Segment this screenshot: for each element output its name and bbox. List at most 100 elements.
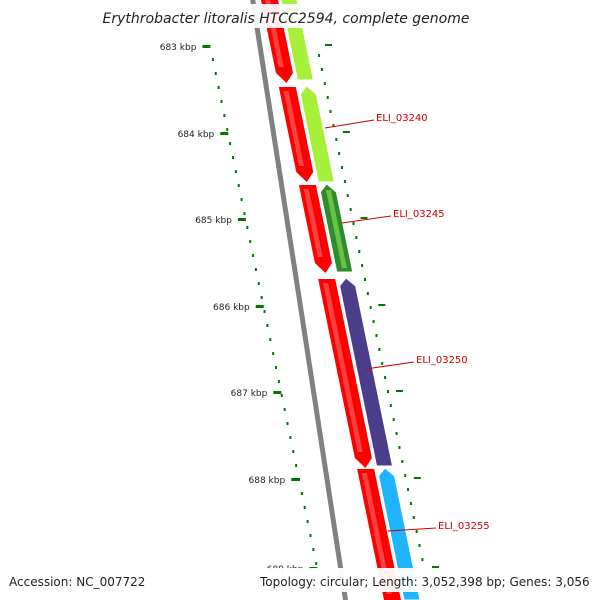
gc-dot: [343, 180, 346, 183]
gc-dot: [237, 184, 240, 187]
kbp-tick: [255, 305, 264, 308]
gc-dot: [375, 334, 378, 337]
map-title: Erythrobacter litoralis HTCC2594, comple…: [103, 11, 470, 27]
kbp-tick-minor: [432, 566, 440, 568]
gc-dot: [249, 240, 252, 243]
gc-dot: [260, 296, 263, 299]
gc-dot: [240, 198, 243, 201]
gc-dot: [341, 166, 344, 169]
gc-dot: [229, 142, 232, 145]
gc-dot: [263, 310, 266, 313]
gc-dot: [355, 236, 358, 239]
gc-dot: [234, 170, 237, 173]
gc-dot: [401, 460, 404, 463]
gc-dot: [378, 348, 381, 351]
gc-dot: [295, 464, 298, 467]
gc-dot: [286, 422, 289, 425]
gc-dot: [404, 474, 407, 477]
gene-leader-line: [341, 215, 392, 224]
cds-highlight: [283, 91, 305, 166]
gene-leader-line: [324, 119, 375, 129]
gc-dot: [335, 138, 338, 141]
kbp-tick-minor: [395, 390, 403, 392]
gc-dot: [223, 114, 226, 117]
gc-dot: [315, 562, 318, 565]
gc-dot: [312, 548, 315, 551]
gc-dot: [277, 380, 280, 383]
kbp-tick-minor: [325, 44, 333, 46]
gc-dot: [257, 282, 260, 285]
kbp-tick: [273, 391, 282, 394]
gc-dot: [349, 208, 352, 211]
kbp-tick-minor: [360, 217, 368, 219]
gc-dot: [246, 226, 249, 229]
gc-dot: [292, 450, 295, 453]
gene-leader-line: [387, 527, 437, 532]
gc-dot: [361, 264, 364, 267]
gc-dot: [358, 250, 361, 253]
gc-dot: [412, 516, 415, 519]
gc-dot: [300, 492, 303, 495]
kbp-tick-label: 685 kbp: [195, 216, 232, 226]
accession-label: Accession: NC_007722: [9, 575, 145, 589]
gc-dot: [352, 222, 355, 225]
gc-dot: [211, 58, 214, 61]
gc-dot: [309, 534, 312, 537]
gene-label: ELI_03250: [416, 355, 468, 366]
gc-dot: [254, 268, 257, 271]
gc-dot: [332, 124, 335, 127]
gc-dot: [283, 408, 286, 411]
backbone-line: [250, 0, 349, 600]
gc-dot: [372, 320, 375, 323]
kbp-tick-label: 686 kbp: [213, 303, 250, 313]
gc-dot: [226, 128, 229, 131]
gc-dot: [418, 544, 421, 547]
label-layer: ELI_03240 ELI_03245 ELI_03250 ELI_03255: [324, 113, 490, 532]
gc-dot: [389, 404, 392, 407]
gc-dot: [386, 390, 389, 393]
kbp-tick-label: 687 kbp: [231, 389, 268, 399]
gene-label: ELI_03240: [376, 113, 428, 124]
cds-highlight: [325, 190, 347, 268]
gc-dot: [369, 306, 372, 309]
cds-highlight: [303, 189, 323, 257]
cds-forward-arrow: [378, 467, 421, 600]
kbp-tick: [220, 132, 229, 135]
gc-dot: [381, 362, 384, 365]
gc-dot: [421, 558, 424, 561]
title-background: [110, 4, 490, 28]
kbp-tick-label: 684 kbp: [178, 130, 215, 140]
footer-background: [0, 568, 600, 592]
cds-highlight: [361, 473, 392, 594]
kbp-tick-minor: [378, 304, 386, 306]
gc-dot: [269, 338, 272, 341]
gc-dot: [320, 68, 323, 71]
gc-dot: [363, 278, 366, 281]
gc-dot: [266, 324, 269, 327]
gc-dot: [303, 506, 306, 509]
kbp-tick-minor: [342, 131, 350, 133]
kbp-tick: [291, 478, 300, 481]
gc-dot: [217, 86, 220, 89]
gc-dot: [243, 212, 246, 215]
gc-dot: [338, 152, 341, 155]
gene-leader-line: [365, 361, 415, 370]
gc-dot: [214, 72, 217, 75]
gc-dot: [395, 432, 398, 435]
gc-dot: [289, 436, 292, 439]
gc-dot: [384, 376, 387, 379]
gc-dot: [318, 54, 321, 57]
summary-label: Topology: circular; Length: 3,052,398 bp…: [259, 575, 590, 589]
gc-dot: [272, 352, 275, 355]
gc-dot: [329, 110, 332, 113]
gc-dot: [323, 82, 326, 85]
gc-dot: [398, 446, 401, 449]
gc-dot: [231, 156, 234, 159]
gene-label: ELI_03245: [393, 209, 445, 220]
cds-forward-arrow: [299, 85, 335, 183]
kbp-tick-label: 688 kbp: [249, 476, 286, 486]
gc-dot: [326, 96, 329, 99]
cds-forward-arrow: [339, 277, 394, 467]
gene-label: ELI_03255: [438, 521, 490, 532]
